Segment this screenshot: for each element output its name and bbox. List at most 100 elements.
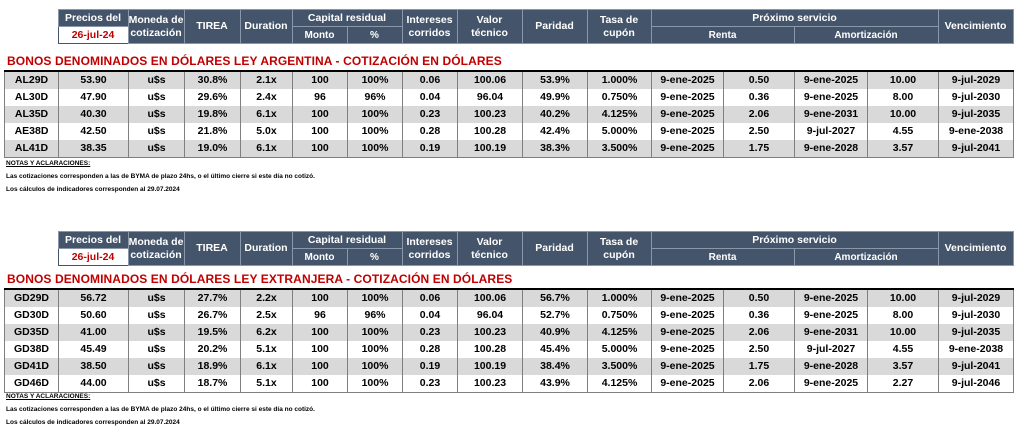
cell-intereses: 0.23 bbox=[402, 375, 458, 393]
cell-paridad: 40.9% bbox=[522, 324, 588, 341]
cell-tasa-cupon: 1.000% bbox=[587, 70, 652, 89]
cell-amortizacion-fecha: 9-ene-2025 bbox=[794, 307, 868, 324]
cell-renta-monto: 2.50 bbox=[723, 123, 795, 140]
section-title-ley-argentina: BONOS DENOMINADOS EN DÓLARES LEY ARGENTI… bbox=[7, 54, 502, 68]
cell-duration: 5.0x bbox=[240, 123, 293, 140]
cell-renta-fecha: 9-ene-2025 bbox=[651, 106, 724, 123]
cell-valor-tecnico: 100.06 bbox=[457, 70, 523, 89]
cell-vencimiento: 9-jul-2030 bbox=[938, 89, 1014, 106]
cell-ticker: AL35D bbox=[4, 106, 59, 123]
cell-renta-monto: 2.50 bbox=[723, 341, 795, 358]
table-row: AL30D 47.90 u$s 29.6% 2.4x 96 96% 0.04 96.04 49.9… bbox=[4, 89, 1014, 106]
cell-capital-pct: 100% bbox=[347, 375, 403, 393]
cell-vencimiento: 9-jul-2029 bbox=[938, 70, 1014, 89]
cell-amortizacion-monto: 3.57 bbox=[867, 140, 939, 158]
cell-amortizacion-monto: 2.27 bbox=[867, 375, 939, 393]
cell-tirea: 18.9% bbox=[184, 358, 241, 375]
cell-valor-tecnico: 100.28 bbox=[457, 341, 523, 358]
cell-intereses: 0.28 bbox=[402, 123, 458, 140]
cell-valor-tecnico: 100.23 bbox=[457, 106, 523, 123]
cell-amortizacion-monto: 10.00 bbox=[867, 288, 939, 307]
header-tirea: TIREA bbox=[183, 231, 241, 266]
cell-valor-tecnico: 100.19 bbox=[457, 140, 523, 158]
header-intereses: Intereses corridos bbox=[401, 9, 458, 44]
notes-ley-argentina: NOTAS Y ACLARACIONES: Las cotizaciones c… bbox=[6, 159, 315, 198]
cell-monto: 100 bbox=[292, 70, 348, 89]
cell-renta-fecha: 9-ene-2025 bbox=[651, 375, 724, 393]
table-row: AL29D 53.90 u$s 30.8% 2.1x 100 100% 0.06 100.06 5… bbox=[4, 70, 1014, 89]
bond-table-ley-argentina: AL29D 53.90 u$s 30.8% 2.1x 100 100% 0.06 100.06 5… bbox=[4, 70, 1014, 158]
cell-monto: 100 bbox=[292, 375, 348, 393]
cell-monto: 100 bbox=[292, 288, 348, 307]
cell-amortizacion-fecha: 9-ene-2031 bbox=[794, 324, 868, 341]
cell-amortizacion-fecha: 9-jul-2027 bbox=[794, 123, 868, 140]
cell-precio: 38.35 bbox=[58, 140, 129, 158]
cell-moneda: u$s bbox=[128, 341, 185, 358]
cell-duration: 6.1x bbox=[240, 358, 293, 375]
cell-paridad: 49.9% bbox=[522, 89, 588, 106]
cell-precio: 53.90 bbox=[58, 70, 129, 89]
cell-paridad: 56.7% bbox=[522, 288, 588, 307]
header-intereses: Intereses corridos bbox=[401, 231, 458, 266]
notes-title: NOTAS Y ACLARACIONES: bbox=[6, 160, 91, 167]
header-tirea: TIREA bbox=[183, 9, 241, 44]
cell-amortizacion-monto: 4.55 bbox=[867, 123, 939, 140]
header-tasa-cupon: Tasa de cupón bbox=[586, 9, 652, 44]
cell-duration: 5.1x bbox=[240, 341, 293, 358]
cell-vencimiento: 9-jul-2041 bbox=[938, 140, 1014, 158]
cell-precio: 41.00 bbox=[58, 324, 129, 341]
header-valor-tecnico: Valor técnico bbox=[456, 231, 523, 266]
cell-monto: 100 bbox=[292, 358, 348, 375]
cell-valor-tecnico: 100.23 bbox=[457, 375, 523, 393]
cell-duration: 2.4x bbox=[240, 89, 293, 106]
cell-moneda: u$s bbox=[128, 358, 185, 375]
cell-precio: 40.30 bbox=[58, 106, 129, 123]
cell-paridad: 52.7% bbox=[522, 307, 588, 324]
cell-valor-tecnico: 96.04 bbox=[457, 307, 523, 324]
cell-ticker: AE38D bbox=[4, 123, 59, 140]
header-date: 26-jul-24 bbox=[57, 26, 129, 44]
cell-moneda: u$s bbox=[128, 106, 185, 123]
header-moneda: Moneda de cotización bbox=[127, 9, 185, 44]
cell-monto: 100 bbox=[292, 123, 348, 140]
cell-ticker: AL41D bbox=[4, 140, 59, 158]
cell-renta-monto: 2.06 bbox=[723, 324, 795, 341]
cell-intereses: 0.04 bbox=[402, 307, 458, 324]
cell-valor-tecnico: 100.19 bbox=[457, 358, 523, 375]
cell-moneda: u$s bbox=[128, 70, 185, 89]
cell-tirea: 29.6% bbox=[184, 89, 241, 106]
cell-tasa-cupon: 4.125% bbox=[587, 324, 652, 341]
header-blank-cell bbox=[4, 231, 58, 266]
header-renta: Renta bbox=[650, 26, 795, 44]
cell-ticker: GD41D bbox=[4, 358, 59, 375]
cell-renta-fecha: 9-ene-2025 bbox=[651, 140, 724, 158]
cell-intereses: 0.19 bbox=[402, 358, 458, 375]
cell-amortizacion-monto: 8.00 bbox=[867, 89, 939, 106]
cell-precio: 45.49 bbox=[58, 341, 129, 358]
cell-tasa-cupon: 3.500% bbox=[587, 140, 652, 158]
cell-tirea: 20.2% bbox=[184, 341, 241, 358]
cell-vencimiento: 9-jul-2046 bbox=[938, 375, 1014, 393]
cell-paridad: 38.3% bbox=[522, 140, 588, 158]
cell-capital-pct: 96% bbox=[347, 89, 403, 106]
header-vencimiento: Vencimiento bbox=[937, 9, 1014, 44]
header-blank-cell bbox=[4, 9, 58, 44]
cell-ticker: GD30D bbox=[4, 307, 59, 324]
header-valor-tecnico: Valor técnico bbox=[456, 9, 523, 44]
header-date: 26-jul-24 bbox=[57, 248, 129, 266]
cell-moneda: u$s bbox=[128, 123, 185, 140]
cell-intereses: 0.04 bbox=[402, 89, 458, 106]
cell-monto: 96 bbox=[292, 89, 348, 106]
cell-paridad: 38.4% bbox=[522, 358, 588, 375]
cell-precio: 50.60 bbox=[58, 307, 129, 324]
cell-renta-monto: 1.75 bbox=[723, 358, 795, 375]
cell-capital-pct: 100% bbox=[347, 358, 403, 375]
cell-renta-fecha: 9-ene-2025 bbox=[651, 89, 724, 106]
cell-paridad: 53.9% bbox=[522, 70, 588, 89]
header-proximo-servicio: Próximo servicio bbox=[650, 9, 939, 27]
cell-ticker: GD29D bbox=[4, 288, 59, 307]
cell-tasa-cupon: 3.500% bbox=[587, 358, 652, 375]
cell-capital-pct: 100% bbox=[347, 123, 403, 140]
header-capital-residual: Capital residual bbox=[291, 231, 403, 249]
header-capital-residual: Capital residual bbox=[291, 9, 403, 27]
